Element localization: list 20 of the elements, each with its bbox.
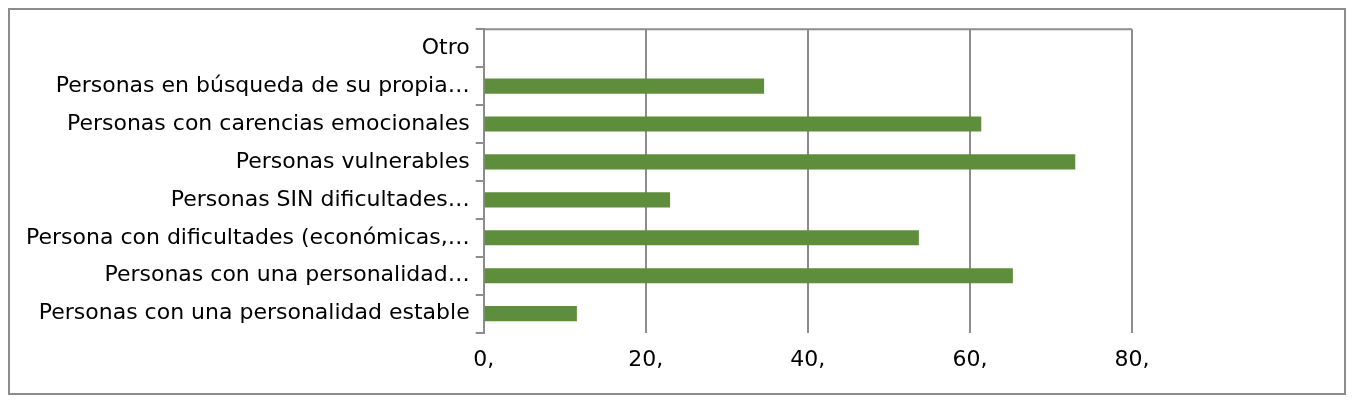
bar [484, 268, 1013, 284]
y-tick-label: Personas con una personalidad estable [38, 299, 470, 325]
y-tick-label: Otro [421, 33, 470, 59]
x-tick-label: 0, [473, 345, 495, 371]
bar [484, 78, 765, 94]
bar [484, 306, 577, 322]
y-tick-label: Personas con carencias emocionales [66, 109, 470, 135]
bar [484, 192, 671, 208]
x-tick-label: 80, [1114, 345, 1150, 371]
bar [484, 154, 1076, 170]
x-tick-label: 60, [952, 345, 988, 371]
x-tick-label: 20, [628, 345, 664, 371]
bar [484, 116, 982, 132]
bar [484, 230, 919, 246]
y-tick-label: Personas SIN dificultades… [170, 185, 470, 211]
y-tick-label: Personas en búsqueda de su propia… [55, 71, 470, 97]
x-tick-label: 40, [790, 345, 826, 371]
y-tick-label: Personas con una personalidad… [104, 261, 470, 287]
y-tick-label: Personas vulnerables [235, 147, 470, 173]
y-tick-label: Persona con dificultades (económicas,… [25, 223, 470, 249]
